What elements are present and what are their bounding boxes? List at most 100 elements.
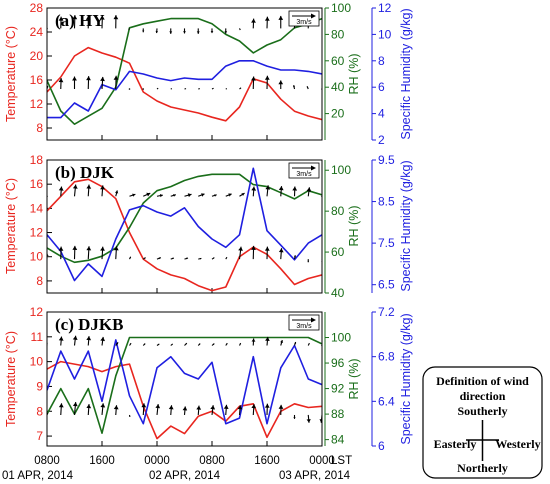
panel-a-left-tick-label-2: 16: [30, 73, 44, 87]
panel-c-wind-row0-arrow-9: [170, 343, 174, 346]
panel-b-wind-row1-arrow-10: [184, 257, 189, 260]
panel-c-wind-row1-arrow-8: [155, 404, 161, 416]
panel-b-wind-row0-arrow-4: [100, 185, 105, 197]
panel-c-rh-axis-label: RH (%): [347, 359, 361, 400]
panel-c-sh-tick-label-1: 6.4: [378, 394, 395, 408]
panel-c-humidity-axis-label: Specific Humidity (g/kg): [399, 313, 413, 444]
panel-b-specific-humidity-line: [47, 167, 322, 282]
panel-a-wind-row1-arrow-10: [184, 88, 187, 90]
panel-b-sh-tick-label-0: 6.5: [378, 278, 395, 292]
panel-b-wind-row0-arrow-3: [86, 184, 92, 197]
panel-c-wind-row0-arrow-3: [86, 336, 92, 346]
panel-b-title: (b) DJK: [55, 163, 115, 182]
panel-c-wind-row0-arrow-15: [251, 338, 256, 346]
panel-a-wind-row0-arrow-2: [72, 15, 78, 29]
panel-a-wind-row0-arrow-9: [169, 28, 173, 34]
panel-b-humidity-axis-label: Specific Humidity (g/kg): [399, 160, 413, 291]
panel-b-rh-tick-label-1: 60: [331, 245, 345, 259]
panel-c-wind-row0-arrow-7: [142, 343, 146, 346]
panel-b-temperature-axis-label: Temperature (°C): [4, 178, 18, 274]
panel-b-wind-row1-arrow-18: [293, 255, 296, 260]
panel-a-wind-row1-arrow-12: [211, 87, 214, 90]
panel-c-wind-row1-arrow-4: [100, 403, 106, 416]
panel-b-wind-row1-arrow-5: [113, 246, 119, 260]
panel-b-wind-row1-arrow-3: [86, 246, 92, 260]
panel-c-wind-row0-arrow-19: [307, 342, 310, 346]
panel-b-wind-row1-arrow-14: [238, 246, 243, 260]
panel-a-wind-row1-arrow-19: [306, 86, 309, 90]
panel-c-rh-tick-label-0: 84: [331, 433, 345, 447]
panel-a-wind-row1-arrow-16: [264, 75, 270, 90]
panel-b-wind-row1-arrow-12: [211, 257, 215, 260]
panel-c-wind-row1-arrow-15: [251, 404, 257, 416]
panel-b-wind-row0-arrow-17: [278, 186, 284, 197]
panel-c-rh-tick-label-3: 96: [331, 356, 345, 370]
legend-title-line2: direction: [460, 389, 506, 403]
panel-c-wind-key: 3m/s: [288, 314, 320, 331]
panel-c-wind-row1-arrow-14: [237, 405, 243, 416]
panel-c-wind-row1-arrow-5: [113, 405, 119, 416]
panel-c-left-tick-label-0: 7: [36, 429, 43, 443]
legend-west-label: Easterly: [434, 437, 477, 451]
panel-c-wind-row0-arrow-11: [197, 343, 201, 346]
panel-c-wind-row1-arrow-2: [72, 402, 78, 416]
panel-c-wind-row0-arrow-18: [293, 341, 297, 346]
panel-a-temperature-axis-label: Temperature (°C): [4, 26, 18, 122]
panel-a-left-tick-label-0: 8: [36, 121, 43, 135]
panel-a-specific-humidity-line: [47, 59, 322, 119]
panel-c-wind-row0-arrow-8: [156, 343, 160, 346]
panel-c-title: (c) DJKB: [55, 315, 123, 334]
x-tick-label-4: 1600: [254, 455, 280, 467]
panel-c-rh-tick-label-1: 88: [331, 407, 345, 421]
panel-a-temperature-line: [47, 46, 322, 122]
panel-b-wind-row0-arrow-16: [265, 185, 271, 197]
panel-b-left-tick-label-1: 10: [30, 250, 44, 264]
panel-c-left-tick-label-3: 10: [30, 355, 44, 369]
panel-b-wind-row1-arrow-19: [307, 259, 310, 263]
panel-a-left-tick-label-5: 28: [30, 1, 44, 15]
panel-b-wind-row1-arrow-13: [225, 256, 228, 260]
panel-a-rh-axis-label: RH (%): [347, 54, 361, 95]
panel-a-left-tick-label-4: 24: [30, 25, 44, 39]
panel-c-wind-row1-arrow-18: [293, 414, 296, 419]
x-tick-label-0: 0800: [34, 455, 60, 467]
panel-c-wind-row1-arrow-6: [128, 414, 131, 418]
panel-a-sh-tick-label-3: 8: [378, 54, 385, 68]
panel-a-left-tick-label-1: 12: [30, 97, 44, 111]
panel-a-wind-key: 3m/s: [288, 10, 320, 27]
panel-a-rh-tick-label-0: 20: [331, 107, 345, 121]
panel-c-wind-row1-arrow-1: [58, 403, 64, 416]
panel-c-wind-row1-arrow-16: [264, 403, 270, 416]
panel-a-wind-row0-arrow-4: [99, 15, 105, 29]
panel-c-wind-row1-arrow-10: [182, 406, 188, 416]
panel-c-wind-row1-arrow-19: [306, 414, 311, 423]
panel-a-sh-tick-label-0: 2: [378, 133, 385, 147]
panel-b-wind-row0-arrow-13: [225, 193, 232, 197]
panel-b-wind-row0-arrow-1: [58, 186, 64, 197]
panel-b-left-tick-label-2: 12: [30, 226, 44, 240]
panel-a-wind-row0-arrow-14: [239, 28, 241, 31]
panel-c-wind-row0-arrow-12: [211, 343, 215, 346]
panel-a-wind-row0-arrow-8: [155, 28, 158, 34]
panel-c-wind-row0-arrow-16: [265, 336, 270, 346]
panel-b-wind-row0-arrow-10: [184, 193, 192, 198]
panel-b-wind-row0-arrow-12: [211, 194, 217, 197]
panel-c-specific-humidity-line: [47, 339, 322, 425]
panel-b: (b) DJK Temperature (°C) RH (%) Specific…: [4, 153, 413, 300]
panel-a-wind-row1-arrow-7: [142, 88, 145, 90]
panel-a-rh-tick-label-1: 40: [331, 80, 345, 94]
panel-a-wind-row1-arrow-17: [278, 80, 284, 89]
panel-c-wind-row0-arrow-1: [58, 336, 64, 346]
panel-c-rh-tick-label-2: 92: [331, 382, 345, 396]
panel-c-wind-row0-arrow-17: [280, 339, 284, 346]
panel-a-wind-row0-arrow-3: [85, 15, 91, 29]
panel-a-left-tick-label-3: 20: [30, 49, 44, 63]
panel-c-wind-row1-arrow-3: [86, 404, 92, 416]
panel-b-wind-row1-arrow-9: [170, 257, 175, 260]
panel-a-rh-line: [47, 17, 322, 125]
panel-a-wind-row0-arrow-15: [251, 18, 256, 29]
panel-b-rh-tick-label-3: 100: [331, 163, 351, 177]
panel-b-sh-tick-label-3: 9.5: [378, 153, 395, 167]
panel-a-wind-row1-arrow-9: [170, 88, 173, 90]
panel-b-wind-row0-arrow-5: [115, 190, 119, 197]
